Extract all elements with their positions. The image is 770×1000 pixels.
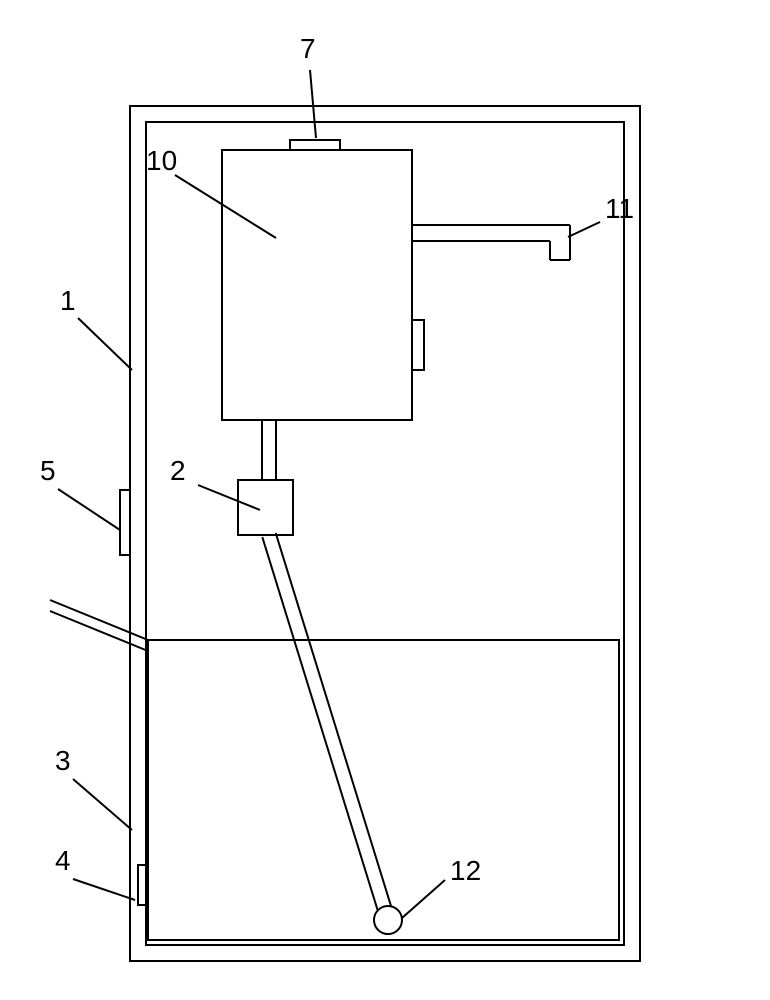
callout-label-1: 1	[60, 285, 76, 316]
callout-label-12: 12	[450, 855, 481, 886]
callout-label-4: 4	[55, 845, 71, 876]
schematic-diagram: 710111523412	[0, 0, 770, 1000]
callout-label-3: 3	[55, 745, 71, 776]
callout-label-7: 7	[300, 33, 316, 64]
callout-label-5: 5	[40, 455, 56, 486]
callout-label-2: 2	[170, 455, 186, 486]
callout-label-10: 10	[146, 145, 177, 176]
callout-label-11: 11	[605, 193, 634, 224]
diagram-svg: 710111523412	[0, 0, 770, 1000]
